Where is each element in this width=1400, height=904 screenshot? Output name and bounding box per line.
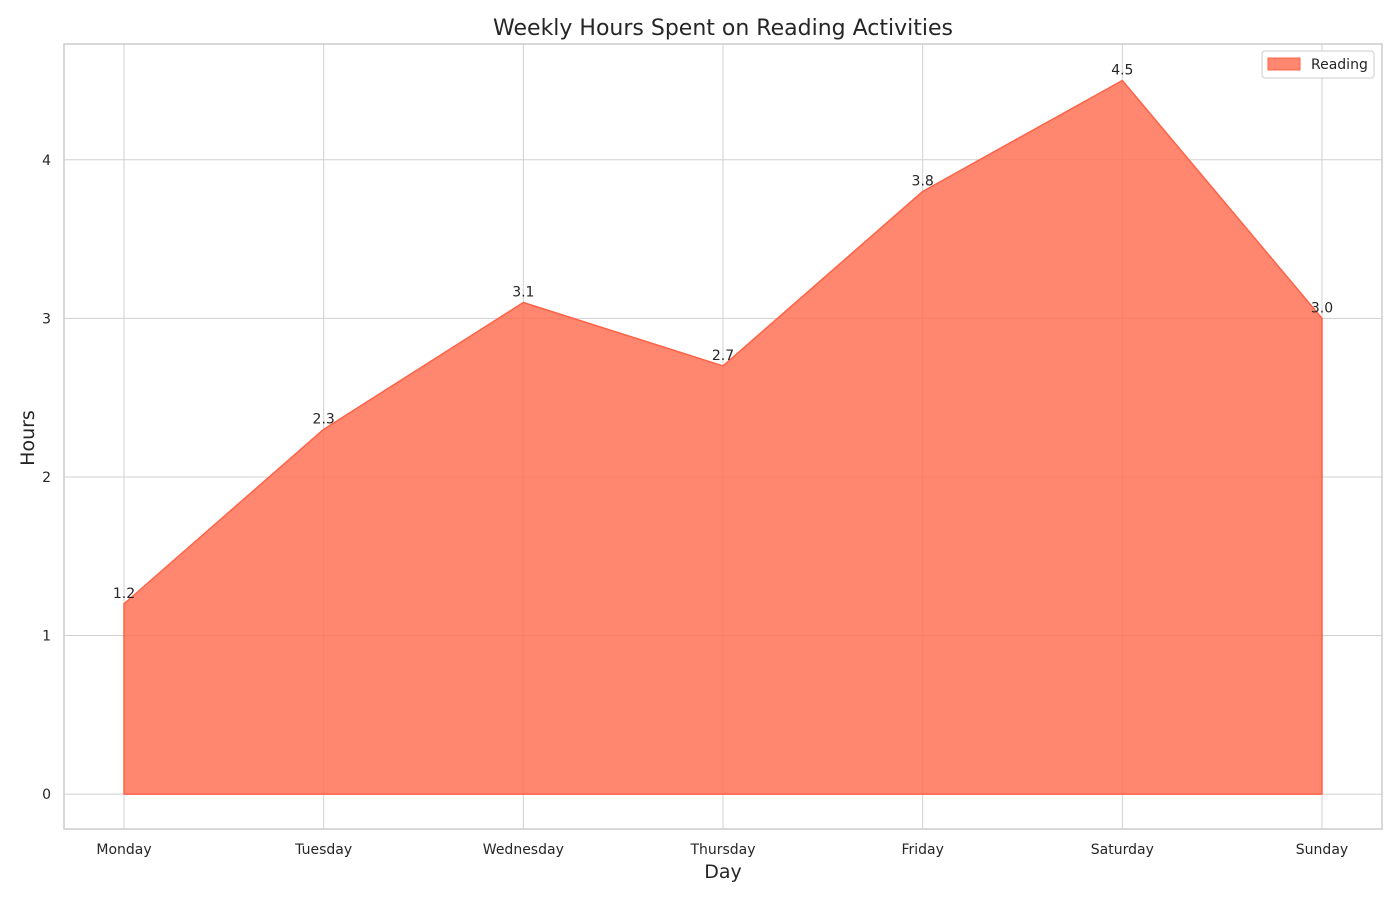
data-label: 1.2 [113,586,135,602]
chart-title: Weekly Hours Spent on Reading Activities [493,16,953,41]
plot-frame [63,43,1383,830]
x-tick-label: Saturday [1091,842,1154,858]
legend-swatch [1267,57,1301,71]
x-tick-labels: Monday Tuesday Wednesday Thursday Friday Satu… [96,842,1348,858]
x-tick-label: Friday [901,842,943,858]
legend: Reading [1261,50,1375,79]
data-label: 2.3 [313,411,335,427]
area-fill-reading [123,79,1323,795]
y-tick-label: 4 [42,153,51,169]
x-tick-label: Tuesday [294,842,352,858]
data-labels: 1.2 2.3 3.1 2.7 3.8 4.5 3.0 [113,62,1333,601]
data-label: 2.7 [712,348,734,364]
y-tick-label: 0 [42,787,51,803]
x-tick-label: Monday [96,842,151,858]
y-tick-labels: 0 1 2 3 4 [42,153,51,803]
area-series [123,79,1323,795]
data-label: 3.0 [1311,300,1333,316]
legend-label: Reading [1311,57,1368,73]
y-tick-label: 3 [42,311,51,327]
data-label: 3.1 [512,284,534,300]
plot-border [63,43,1383,830]
x-axis-label: Day [704,861,742,883]
x-tick-label: Thursday [689,842,755,858]
data-label: 4.5 [1111,62,1133,78]
x-tick-label: Sunday [1296,842,1348,858]
x-tick-label: Wednesday [483,842,564,858]
y-tick-label: 2 [42,470,51,486]
data-label: 3.8 [912,173,934,189]
y-axis-label: Hours [17,410,39,466]
y-tick-label: 1 [42,629,51,645]
